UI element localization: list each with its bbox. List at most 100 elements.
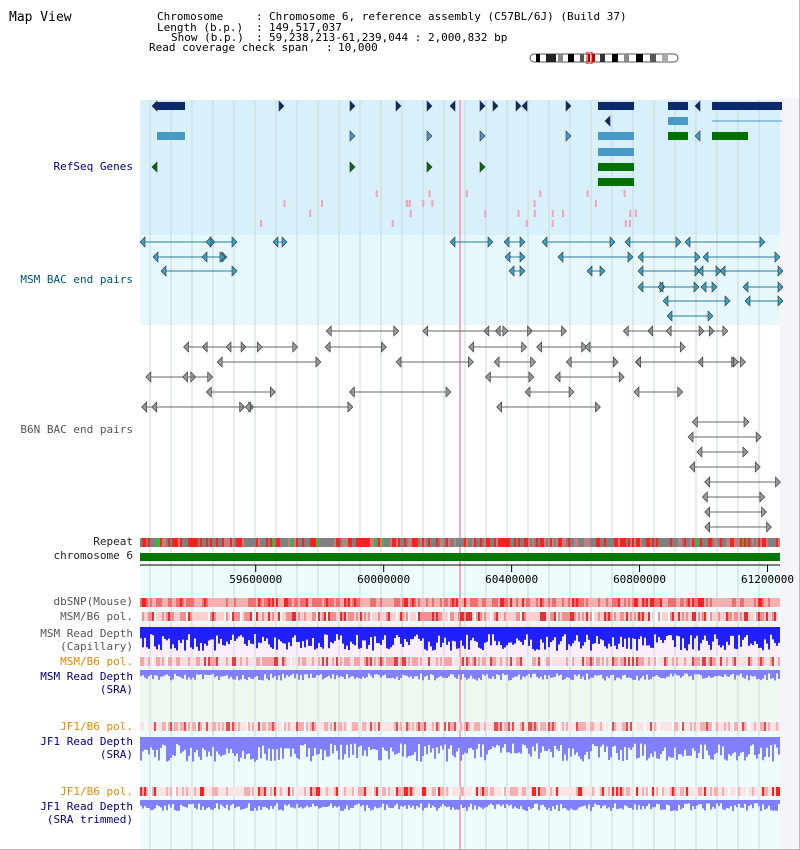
heat-cell (354, 612, 356, 621)
gene-arrow (449, 100, 456, 112)
heat-cell (576, 612, 578, 621)
heat-cell (272, 722, 274, 731)
heat-cell (614, 787, 616, 796)
chromosome-ideogram[interactable] (528, 52, 682, 64)
heat-cell (444, 722, 446, 731)
heat-cell (578, 612, 580, 621)
heat-cell (278, 612, 280, 621)
depth-bar (448, 737, 450, 749)
jf1-depth-trimmed (140, 800, 780, 812)
depth-bar (460, 627, 462, 641)
label-dbsnp[interactable]: dbSNP(Mouse) (53, 595, 133, 608)
heat-cell (610, 612, 612, 621)
depth-bar (756, 800, 758, 804)
depth-bar (554, 800, 556, 810)
heat-cell (194, 787, 196, 796)
repeat-seg (508, 538, 510, 547)
heat-cell (158, 787, 160, 796)
heat-cell (700, 657, 702, 666)
depth-bar (606, 737, 608, 747)
heat-cell (630, 657, 632, 666)
repeat-seg (734, 538, 736, 547)
heat-cell (602, 657, 604, 666)
heat-cell (192, 598, 194, 607)
depth-bar (296, 670, 298, 674)
heat-cell (268, 722, 270, 731)
label-b6n-bac[interactable]: B6N BAC end pairs (20, 423, 133, 436)
heat-cell (646, 598, 648, 607)
depth-bar (496, 800, 498, 805)
label-jf1-b6-pol-1[interactable]: JF1/B6 pol. (60, 720, 133, 733)
heat-cell (374, 598, 376, 607)
gene-arrow (349, 100, 356, 112)
label-jf1-b6-pol-2[interactable]: JF1/B6 pol. (60, 785, 133, 798)
label-repeat[interactable]: Repeat (93, 535, 133, 548)
b6n-end (270, 386, 276, 398)
heat-cell (724, 787, 726, 796)
label-jf1-depth-trim[interactable]: JF1 Read Depth (40, 800, 133, 813)
depth-bar (432, 670, 434, 676)
depth-bar (266, 737, 268, 761)
label-msm-depth-cap[interactable]: MSM Read Depth (40, 627, 133, 640)
gene-arrow (565, 100, 572, 112)
heat-cell (302, 598, 304, 607)
label-msm-b6-pol-2[interactable]: MSM/B6 pol. (60, 655, 133, 668)
heat-cell (742, 722, 744, 731)
heat-cell (518, 787, 520, 796)
heat-cell (532, 787, 534, 796)
heat-cell (278, 787, 280, 796)
depth-bar (768, 670, 770, 674)
depth-bar (408, 800, 410, 806)
depth-bar (332, 670, 334, 675)
depth-bar (244, 670, 246, 680)
label-msm-b6-pol-1[interactable]: MSM/B6 pol. (60, 610, 133, 623)
heat-cell (430, 598, 432, 607)
depth-bar (594, 627, 596, 644)
label-msm-depth-cap-sub: (Capillary) (60, 640, 133, 653)
depth-bar (152, 670, 154, 679)
heat-cell (598, 612, 600, 621)
heat-cell (396, 787, 398, 796)
heat-cell (178, 612, 180, 621)
depth-bar (646, 627, 648, 646)
heat-cell (542, 612, 544, 621)
heat-cell (280, 657, 282, 666)
heat-cell (738, 598, 740, 607)
heat-cell (210, 598, 212, 607)
depth-bar (764, 737, 766, 757)
label-jf1-depth-sra[interactable]: JF1 Read Depth (40, 735, 133, 748)
depth-bar (682, 670, 684, 677)
heat-cell (416, 787, 418, 796)
heat-cell (466, 612, 468, 621)
heat-cell (398, 612, 400, 621)
heat-cell (506, 598, 508, 607)
heat-cell (546, 612, 548, 621)
heat-cell (566, 612, 568, 621)
heat-cell (704, 722, 706, 731)
depth-bar (450, 670, 452, 675)
heat-cell (144, 657, 146, 666)
heat-cell (430, 787, 432, 796)
depth-bar (766, 670, 768, 681)
depth-bar (430, 737, 432, 753)
heat-cell (556, 722, 558, 731)
heat-cell (520, 598, 522, 607)
depth-bar (562, 670, 564, 681)
label-msm-depth-sra[interactable]: MSM Read Depth (40, 670, 133, 683)
heat-cell (666, 722, 668, 731)
label-chromosome[interactable]: chromosome 6 (53, 549, 133, 562)
heat-cell (390, 722, 392, 731)
depth-bar (764, 627, 766, 640)
heat-cell (532, 598, 534, 607)
depth-bar (180, 800, 182, 805)
depth-bar (490, 800, 492, 804)
repeat-seg (344, 538, 346, 547)
label-msm-bac[interactable]: MSM BAC end pairs (20, 273, 133, 286)
depth-bar (266, 800, 268, 809)
depth-bar (210, 800, 212, 810)
depth-bar (216, 800, 218, 804)
heat-cell (302, 722, 304, 731)
label-refseq-genes[interactable]: RefSeq Genes (53, 160, 133, 173)
gene-exon (668, 117, 688, 125)
